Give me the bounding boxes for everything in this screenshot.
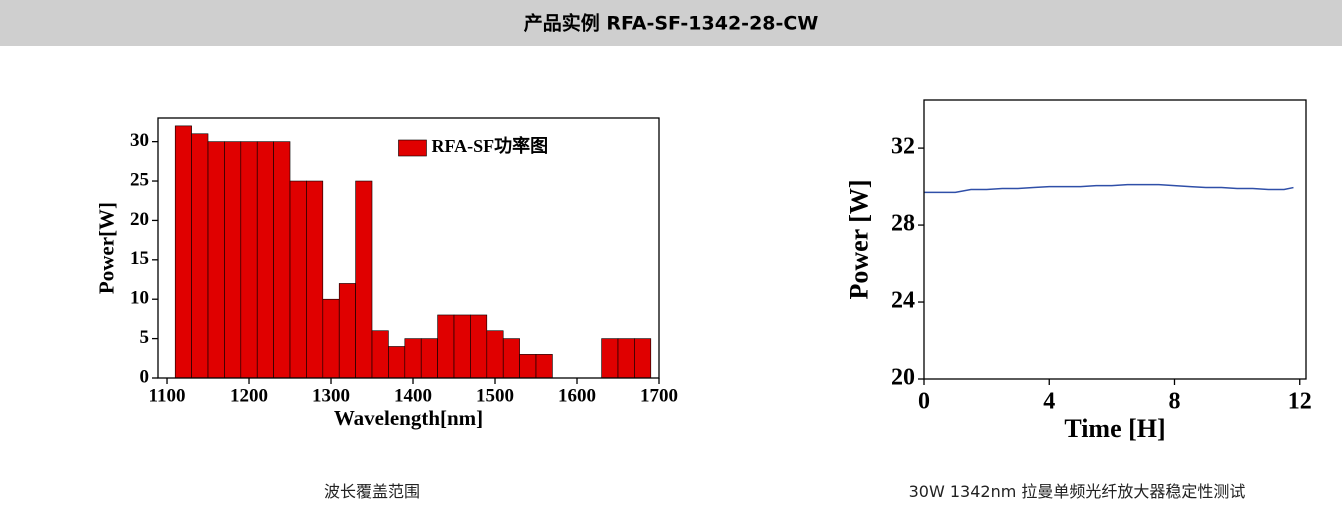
x-tick-label: 12 [1288, 389, 1312, 415]
bar [634, 338, 652, 378]
plot-frame [923, 99, 1307, 380]
caption: 30W 1342nm 拉曼单频光纤放大器稳定性测试 [909, 482, 1246, 501]
header-bar [0, 0, 1342, 46]
x-tick-label: 0 [918, 389, 930, 415]
bar [306, 180, 324, 378]
y-tick-label: 30 [130, 130, 149, 151]
bar [289, 180, 307, 378]
bar [404, 338, 422, 378]
x-tick-label: 1200 [230, 385, 268, 406]
x-tick-label: 1700 [640, 385, 678, 406]
y-axis-label: Power[W] [94, 202, 118, 294]
x-tick-label: 1100 [149, 385, 186, 406]
y-tick-label: 28 [891, 211, 915, 237]
x-tick-label: 4 [1043, 389, 1055, 415]
bar [437, 314, 455, 378]
bar [535, 354, 553, 378]
bar [617, 338, 635, 378]
x-axis-label: Wavelength[nm] [334, 406, 483, 430]
header-title: 产品实例 RFA-SF-1342-28-CW [524, 12, 819, 35]
y-tick-label: 20 [130, 209, 149, 230]
legend-label: RFA-SF功率图 [431, 135, 548, 156]
bar [355, 180, 373, 378]
y-tick-label: 25 [130, 169, 149, 190]
x-tick-label: 1600 [558, 385, 596, 406]
chart-stability: 20 24 28 32 0 4 8 12 Time [H] Power [W] [845, 99, 1312, 443]
bar [174, 125, 192, 378]
plot-frame [157, 117, 660, 379]
chart-wavelength: RFA-SF功率图 0 5 10 15 20 25 30 1100 1200 1300 1400 150… [94, 117, 678, 430]
x-axis-label: Time [H] [1064, 414, 1165, 443]
y-tick-label: 0 [140, 366, 150, 387]
x-tick-label: 1300 [312, 385, 350, 406]
legend-swatch [398, 139, 427, 157]
line [924, 183, 1294, 194]
bar [388, 346, 406, 378]
bar [240, 141, 258, 378]
y-tick-label: 24 [891, 288, 915, 314]
bar [453, 314, 471, 378]
caption: 波长覆盖范围 [324, 482, 420, 501]
y-axis-label: Power [W] [845, 179, 874, 299]
y-tick-label: 15 [130, 248, 149, 269]
bar [420, 338, 438, 378]
y-tick-label: 5 [140, 327, 150, 348]
y-tick-label: 10 [130, 288, 149, 309]
bar [519, 354, 537, 378]
x-tick-label: 1500 [476, 385, 514, 406]
bar [470, 314, 488, 378]
y-tick-label: 20 [891, 365, 915, 391]
bar [322, 298, 340, 378]
y-tick-label: 32 [891, 134, 915, 160]
x-tick-label: 8 [1168, 389, 1180, 415]
bar [502, 338, 520, 378]
bar [371, 330, 389, 378]
bar [224, 141, 242, 378]
x-tick-label: 1400 [394, 385, 432, 406]
bar [338, 283, 356, 378]
bar [486, 330, 504, 378]
bar [207, 141, 225, 378]
bar [256, 141, 274, 378]
bar [191, 133, 209, 378]
bar [273, 141, 291, 378]
bar [601, 338, 619, 378]
